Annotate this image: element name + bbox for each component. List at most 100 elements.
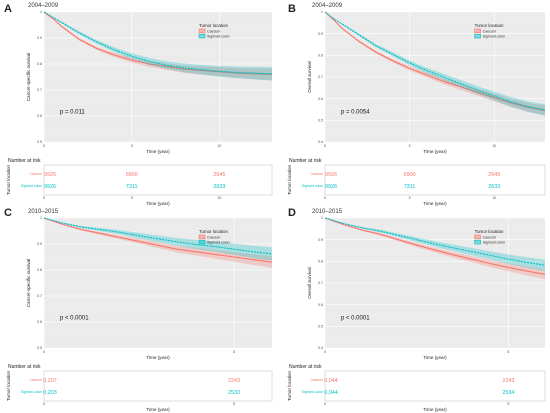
risk-count: 2534 bbox=[502, 390, 514, 396]
y-tick-label: 0.6 bbox=[37, 320, 42, 324]
y-tick-label: 0.5 bbox=[318, 119, 323, 123]
risk-table-box bbox=[324, 164, 546, 196]
period-title: 2010–2015 bbox=[312, 209, 343, 215]
legend-title: Tumor location bbox=[199, 229, 228, 234]
survival-line bbox=[43, 217, 273, 263]
period-title: 2004–2009 bbox=[28, 3, 59, 9]
legend-label: Sigmoid colon bbox=[483, 35, 506, 39]
panel-a: A 2004–2009 0.5 0.6 0.7 0.8 0.9 1 0 5 10 Time (ye… bbox=[0, 0, 275, 206]
x-tick-label: 5 bbox=[507, 350, 509, 354]
x-tick-label: 0 bbox=[324, 350, 326, 354]
legend-label: Caecum bbox=[483, 29, 496, 33]
legend-swatch bbox=[474, 28, 481, 34]
risk-ylabel: Tumor location bbox=[6, 370, 11, 401]
risk-count: 9926 bbox=[325, 172, 337, 178]
p-value: p = 0.0054 bbox=[341, 109, 370, 115]
survival-line bbox=[324, 217, 546, 266]
y-tick-label: 0.8 bbox=[37, 62, 42, 66]
confidence-band bbox=[44, 218, 272, 261]
risk-count: 2645 bbox=[488, 172, 500, 178]
y-tick-label: 0.5 bbox=[318, 325, 323, 329]
risk-x-tick: 5 bbox=[233, 402, 235, 406]
y-tick-label: 0.5 bbox=[37, 346, 42, 350]
survival-line bbox=[324, 11, 546, 112]
y-tick-label: 0.7 bbox=[37, 294, 42, 298]
risk-count: 6900 bbox=[126, 172, 138, 178]
risk-x-tick: 0 bbox=[43, 402, 45, 406]
x-axis-label: Time (year) bbox=[146, 149, 170, 154]
legend-label: Sigmoid colon bbox=[483, 241, 506, 245]
legend-swatch bbox=[198, 239, 206, 245]
survival-line bbox=[43, 217, 273, 255]
risk-title: Number at risk bbox=[289, 158, 322, 164]
y-tick-label: 0.5 bbox=[37, 140, 42, 144]
risk-count: 0,044 bbox=[324, 378, 338, 384]
risk-ylabel: Tumor location bbox=[6, 164, 11, 195]
risk-count: 0,203 bbox=[43, 390, 57, 396]
risk-count: 9926 bbox=[44, 172, 56, 178]
period-title: 2010–2015 bbox=[28, 209, 59, 215]
period-title: 2004–2009 bbox=[312, 3, 343, 9]
legend-title: Tumor location bbox=[475, 229, 504, 234]
risk-count: 2243 bbox=[502, 378, 514, 384]
x-tick-label: 5 bbox=[233, 350, 235, 354]
risk-x-axis-label: Time (year) bbox=[146, 407, 170, 412]
risk-x-tick: 10 bbox=[492, 196, 496, 200]
confidence-band bbox=[44, 218, 272, 268]
risk-x-tick: 5 bbox=[409, 196, 411, 200]
risk-count: 2633 bbox=[488, 184, 500, 190]
y-tick-label: 0.9 bbox=[37, 242, 42, 246]
y-tick-label: 0.7 bbox=[318, 75, 323, 79]
x-tick-label: 0 bbox=[43, 144, 45, 148]
y-tick-label: 1 bbox=[321, 10, 323, 14]
risk-x-tick: 5 bbox=[131, 196, 133, 200]
legend-label: Caecum bbox=[483, 235, 496, 239]
survival-line bbox=[43, 11, 273, 75]
x-tick-label: 0 bbox=[43, 350, 45, 354]
y-axis-label: Overall survival bbox=[307, 61, 312, 92]
risk-count: 2243 bbox=[228, 378, 240, 384]
risk-count: 9926 bbox=[325, 184, 337, 190]
x-tick-label: 10 bbox=[492, 144, 496, 148]
legend-swatch bbox=[474, 239, 481, 245]
y-tick-label: 0.7 bbox=[318, 281, 323, 285]
panel-b: B 2004–2009 0.4 0.5 0.6 0.7 0.8 0.9 1 0 5 10 Time … bbox=[275, 0, 550, 206]
y-tick-label: 0.9 bbox=[318, 32, 323, 36]
x-tick-label: 5 bbox=[409, 144, 411, 148]
risk-table-box bbox=[324, 370, 546, 402]
y-tick-label: 1 bbox=[40, 10, 42, 14]
risk-row-label: Sigmoid colon bbox=[21, 184, 42, 188]
risk-row-label: Sigmoid colon bbox=[21, 390, 42, 394]
risk-x-tick: 0 bbox=[324, 402, 326, 406]
risk-table-box bbox=[43, 370, 273, 402]
p-value: p < 0.0001 bbox=[60, 315, 89, 321]
risk-row-label: Sigmoid colon bbox=[302, 390, 323, 394]
panel-d: D 2010–2015 0.4 0.5 0.6 0.7 0.8 0.9 1 0 5 Time (y… bbox=[275, 206, 550, 413]
legend-label: Sigmoid colon bbox=[207, 35, 230, 39]
risk-row-label: Caecum bbox=[310, 172, 323, 176]
risk-row-label: Sigmoid colon bbox=[302, 184, 323, 188]
y-tick-label: 0.4 bbox=[318, 346, 323, 350]
risk-count: 7311 bbox=[126, 184, 138, 190]
risk-count: 6900 bbox=[404, 172, 416, 178]
y-tick-label: 0.8 bbox=[37, 268, 42, 272]
risk-count: 0,044 bbox=[324, 390, 338, 396]
risk-title: Number at risk bbox=[289, 364, 322, 370]
risk-ylabel: Tumor location bbox=[287, 164, 292, 195]
risk-count: 2533 bbox=[228, 390, 240, 396]
y-tick-label: 1 bbox=[321, 216, 323, 220]
y-axis-label: Cancer-specific survival bbox=[26, 53, 31, 102]
p-value: p < 0.0001 bbox=[341, 315, 370, 321]
x-axis-label: Time (year) bbox=[423, 149, 447, 154]
y-tick-label: 0.8 bbox=[318, 260, 323, 264]
legend-title: Tumor location bbox=[199, 23, 228, 28]
risk-count: 2633 bbox=[213, 184, 225, 190]
panel-letter: C bbox=[4, 207, 12, 219]
legend-swatch bbox=[198, 33, 206, 39]
panel-letter: B bbox=[288, 3, 296, 15]
risk-row-label: Caecum bbox=[310, 378, 323, 382]
risk-x-axis-label: Time (year) bbox=[146, 201, 170, 206]
y-axis-label: Cancer-specific survival bbox=[26, 259, 31, 308]
